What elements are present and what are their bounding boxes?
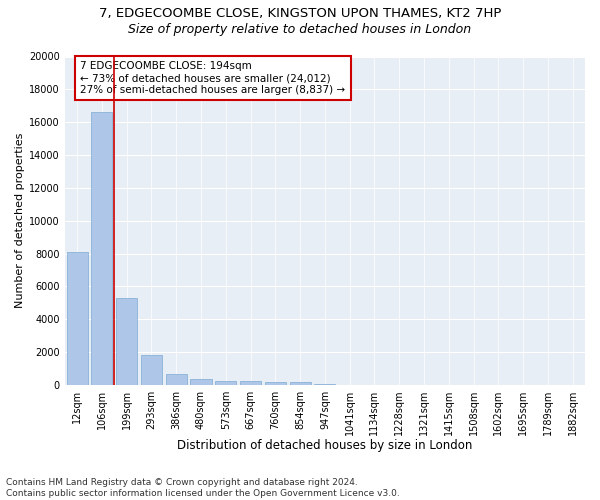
- Bar: [265, 382, 286, 385]
- Bar: [290, 382, 311, 385]
- Bar: [215, 380, 236, 385]
- Bar: [141, 354, 162, 385]
- Bar: [314, 384, 335, 385]
- Text: Size of property relative to detached houses in London: Size of property relative to detached ho…: [128, 22, 472, 36]
- Bar: [91, 112, 112, 385]
- Bar: [190, 379, 212, 385]
- Text: Contains HM Land Registry data © Crown copyright and database right 2024.
Contai: Contains HM Land Registry data © Crown c…: [6, 478, 400, 498]
- Bar: [116, 298, 137, 385]
- Y-axis label: Number of detached properties: Number of detached properties: [15, 133, 25, 308]
- Bar: [166, 374, 187, 385]
- Text: 7, EDGECOOMBE CLOSE, KINGSTON UPON THAMES, KT2 7HP: 7, EDGECOOMBE CLOSE, KINGSTON UPON THAME…: [99, 8, 501, 20]
- X-axis label: Distribution of detached houses by size in London: Distribution of detached houses by size …: [177, 440, 473, 452]
- Bar: [240, 382, 261, 385]
- Bar: [67, 252, 88, 385]
- Text: 7 EDGECOOMBE CLOSE: 194sqm
← 73% of detached houses are smaller (24,012)
27% of : 7 EDGECOOMBE CLOSE: 194sqm ← 73% of deta…: [80, 62, 346, 94]
